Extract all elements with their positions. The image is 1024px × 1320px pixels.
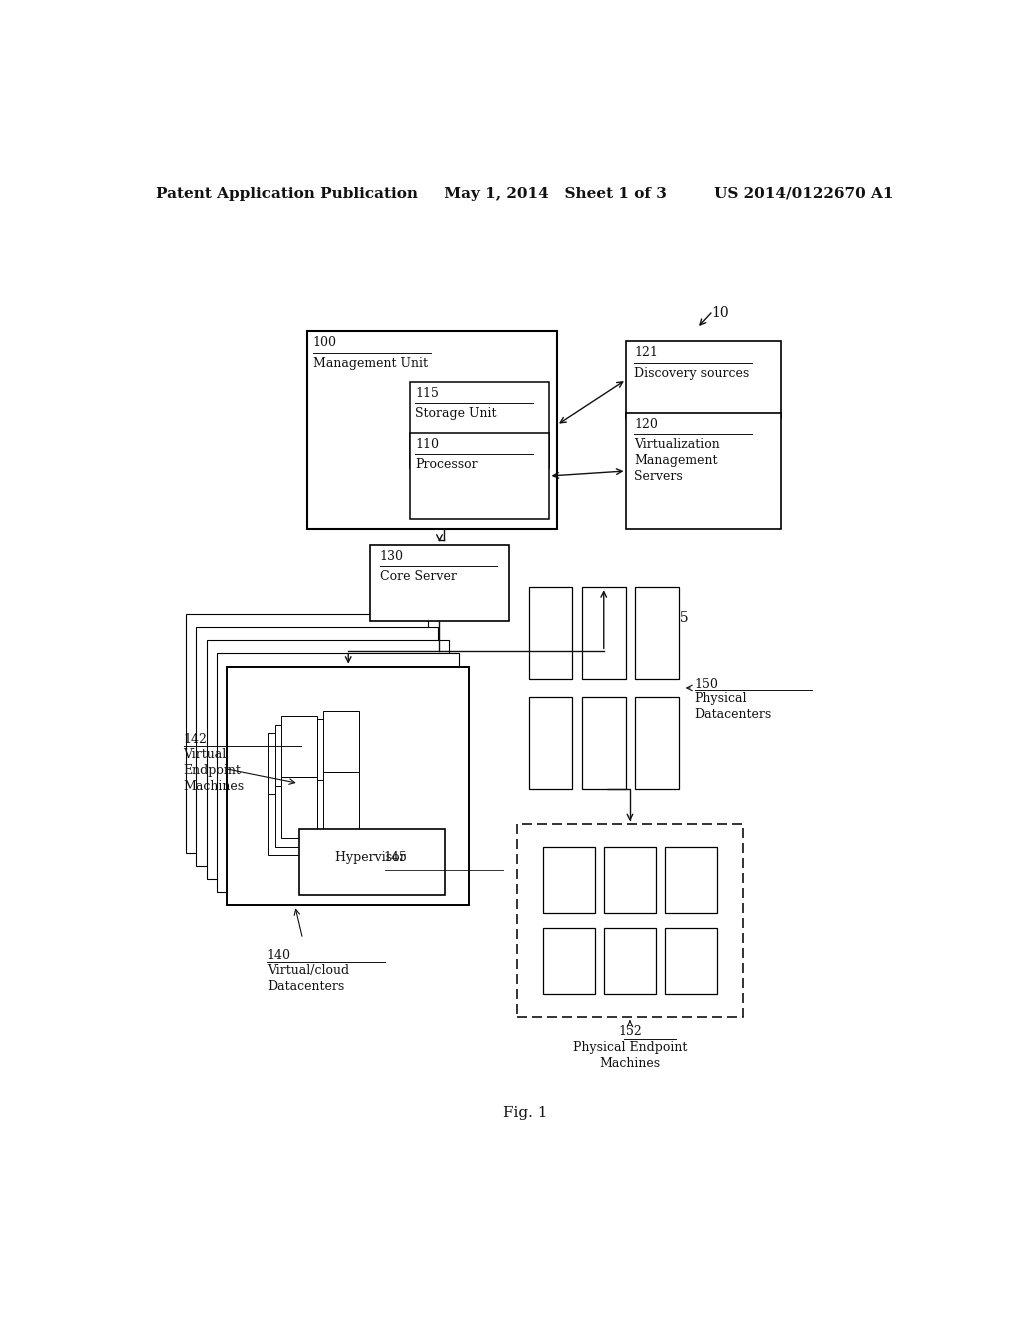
Bar <box>410 433 549 519</box>
Text: Fig. 1: Fig. 1 <box>503 1106 547 1119</box>
Text: 152: 152 <box>618 1026 642 1039</box>
Text: 142: 142 <box>183 733 208 746</box>
Text: Physical Endpoint
Machines: Physical Endpoint Machines <box>572 1040 687 1069</box>
Text: Virtual/cloud
Datacenters: Virtual/cloud Datacenters <box>267 965 349 994</box>
Text: 145: 145 <box>384 850 408 863</box>
Text: 110: 110 <box>416 438 439 451</box>
Bar <box>604 928 655 994</box>
Text: 121: 121 <box>634 346 658 359</box>
Bar <box>186 614 428 853</box>
Bar <box>517 824 743 1018</box>
Bar <box>207 640 449 879</box>
Text: Storage Unit: Storage Unit <box>416 408 497 420</box>
Bar <box>666 928 717 994</box>
Bar <box>666 847 717 913</box>
Bar <box>316 719 352 780</box>
Text: Virtual
Endpoint
Machines: Virtual Endpoint Machines <box>183 748 245 793</box>
Bar <box>635 697 679 788</box>
Bar <box>635 587 679 678</box>
Bar <box>299 829 445 895</box>
Bar <box>310 727 346 788</box>
Text: 15: 15 <box>672 611 689 624</box>
Bar <box>370 545 509 620</box>
Bar <box>306 331 557 529</box>
Bar <box>217 653 459 892</box>
Text: Management Unit: Management Unit <box>313 356 428 370</box>
Bar <box>268 733 304 793</box>
Bar <box>197 627 438 866</box>
Text: 130: 130 <box>380 549 403 562</box>
Text: 120: 120 <box>634 417 658 430</box>
Bar <box>274 725 310 785</box>
Text: 140: 140 <box>267 949 291 962</box>
Text: Discovery sources: Discovery sources <box>634 367 750 380</box>
Text: Patent Application Publication     May 1, 2014   Sheet 1 of 3         US 2014/01: Patent Application Publication May 1, 20… <box>156 187 894 201</box>
Bar <box>528 587 572 678</box>
Bar <box>528 697 572 788</box>
Bar <box>582 587 626 678</box>
Bar <box>543 847 595 913</box>
Text: Core Server: Core Server <box>380 570 457 583</box>
Bar <box>274 785 310 846</box>
Bar <box>604 847 655 913</box>
Bar <box>310 788 346 850</box>
Bar <box>410 381 549 469</box>
Text: Processor: Processor <box>416 458 478 471</box>
Text: Hypervisor: Hypervisor <box>335 850 410 863</box>
Bar <box>543 928 595 994</box>
Bar <box>324 711 359 772</box>
Bar <box>582 697 626 788</box>
Bar <box>227 667 469 906</box>
Bar <box>268 793 304 854</box>
Bar <box>627 413 781 529</box>
Bar <box>282 777 316 838</box>
Text: 150: 150 <box>694 677 719 690</box>
Text: 100: 100 <box>313 337 337 350</box>
Bar <box>316 780 352 841</box>
Bar <box>627 342 781 417</box>
Text: 115: 115 <box>416 387 439 400</box>
Bar <box>324 772 359 833</box>
Text: Physical
Datacenters: Physical Datacenters <box>694 692 772 721</box>
Text: 10: 10 <box>712 306 729 319</box>
Text: Virtualization
Management
Servers: Virtualization Management Servers <box>634 438 720 483</box>
Bar <box>282 717 316 777</box>
